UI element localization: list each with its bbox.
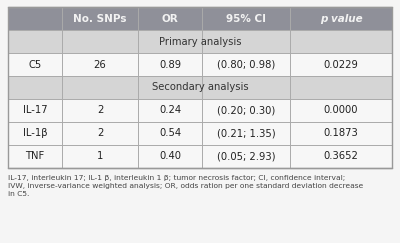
Text: 0.54: 0.54: [159, 128, 181, 138]
Bar: [8, 7, 392, 168]
Text: 0.0000: 0.0000: [324, 105, 358, 115]
Text: (0.80; 0.98): (0.80; 0.98): [217, 60, 275, 69]
Text: Secondary analysis: Secondary analysis: [152, 82, 248, 93]
Text: 0.40: 0.40: [159, 151, 181, 161]
Text: 0.3652: 0.3652: [324, 151, 358, 161]
Text: OR: OR: [162, 14, 178, 24]
Text: 0.24: 0.24: [159, 105, 181, 115]
Text: TNF: TNF: [25, 151, 45, 161]
Text: IL-1β: IL-1β: [23, 128, 47, 138]
Bar: [8, 30, 392, 53]
Bar: [8, 145, 392, 168]
Text: 2: 2: [97, 128, 103, 138]
Text: 26: 26: [94, 60, 106, 69]
Text: (0.20; 0.30): (0.20; 0.30): [217, 105, 275, 115]
Text: 2: 2: [97, 105, 103, 115]
Text: 95% CI: 95% CI: [226, 14, 266, 24]
Text: p value: p value: [320, 14, 362, 24]
Bar: [8, 99, 392, 122]
Text: 0.1873: 0.1873: [324, 128, 358, 138]
Text: (0.21; 1.35): (0.21; 1.35): [217, 128, 275, 138]
Text: 0.89: 0.89: [159, 60, 181, 69]
Text: No. SNPs: No. SNPs: [73, 14, 127, 24]
Bar: [8, 53, 392, 76]
Bar: [8, 76, 392, 99]
Bar: [8, 7, 392, 30]
Text: IL-17: IL-17: [23, 105, 47, 115]
Bar: [8, 122, 392, 145]
Text: C5: C5: [28, 60, 42, 69]
Text: Primary analysis: Primary analysis: [159, 37, 241, 47]
Text: 1: 1: [97, 151, 103, 161]
Text: (0.05; 2.93): (0.05; 2.93): [217, 151, 275, 161]
Text: IL-17, interleukin 17; IL-1 β, interleukin 1 β; tumor necrosis factor; CI, confi: IL-17, interleukin 17; IL-1 β, interleuk…: [8, 175, 363, 197]
Text: 0.0229: 0.0229: [324, 60, 358, 69]
